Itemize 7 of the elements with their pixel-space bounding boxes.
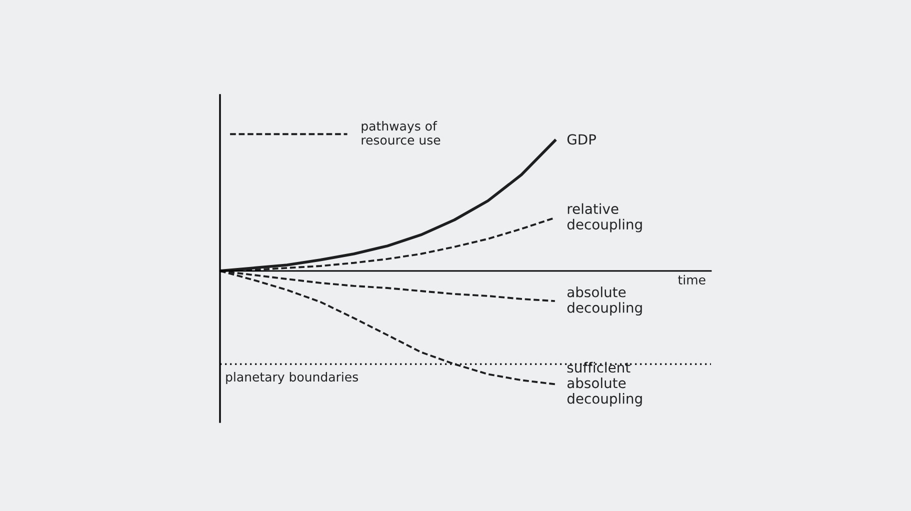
annotation: pathways of resource use (362, 121, 440, 145)
text: time (678, 274, 706, 285)
series-label: absolute decoupling (567, 286, 642, 316)
series-label: GDP (567, 134, 596, 145)
ref-line-label: planetary boundaries (226, 372, 358, 384)
series-label: relative decoupling (567, 203, 642, 232)
series-label: sufficient absolute decoupling (567, 362, 642, 406)
